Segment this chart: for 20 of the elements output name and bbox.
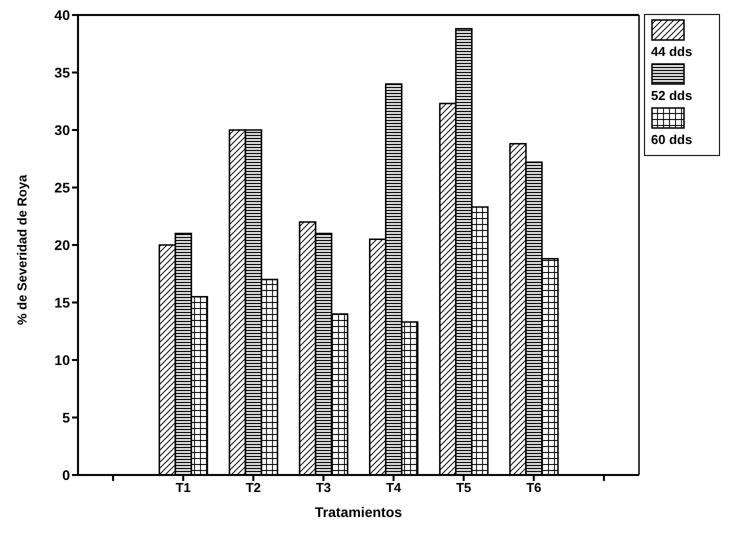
x-tick-label: T6 [526,480,542,496]
legend-label: 44 dds [651,44,694,59]
y-tick-label: 35 [54,64,70,80]
x-tick-label: T2 [246,480,261,496]
x-tick-label: T4 [386,480,402,496]
y-tick-label: 30 [54,122,70,138]
y-axis-title: % de Severidad de Roya [14,174,30,325]
y-tick-label: 40 [54,6,70,23]
y-tick-label: 10 [54,352,70,368]
y-tick-label: 0 [62,466,70,483]
x-tick-label: T3 [316,480,332,496]
x-axis-title: Tratamientos [314,504,402,520]
y-tick-label: 15 [54,294,70,310]
x-tick-label: T5 [456,480,472,496]
y-tick-label: 25 [54,179,70,196]
y-tick-label: 20 [54,236,70,253]
y-tick-label: 5 [62,409,70,426]
legend-label: 52 dds [651,88,694,103]
legend-label: 60 dds [651,132,694,147]
x-tick-label: T1 [176,480,191,496]
